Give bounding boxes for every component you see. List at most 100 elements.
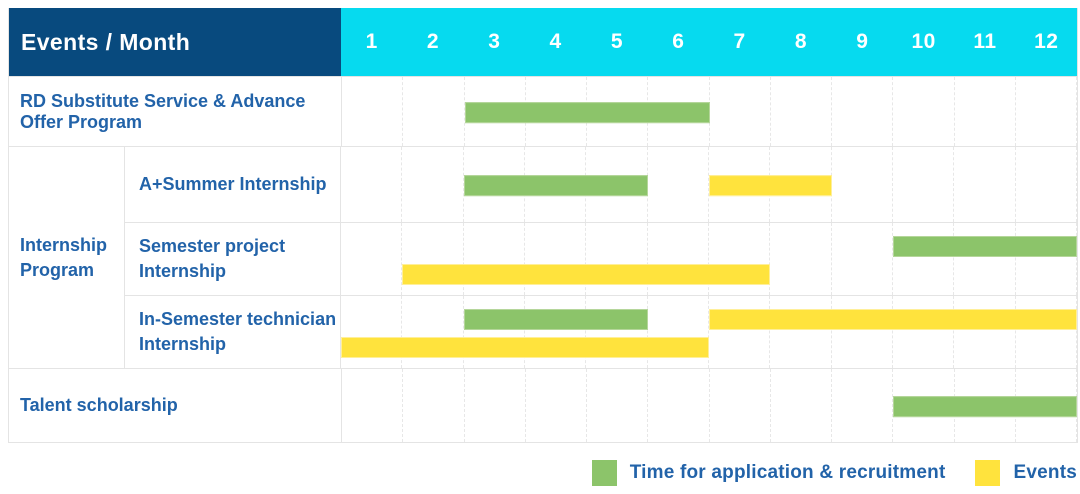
- month-grid-cell: [954, 223, 1016, 295]
- month-grid-cell: [710, 369, 771, 442]
- month-grid-cell: [465, 369, 526, 442]
- month-grid-cell: [954, 296, 1016, 368]
- month-grid-cell: [771, 77, 832, 146]
- gantt-bar-events: [341, 337, 709, 358]
- month-grid-cell: [586, 223, 648, 295]
- month-grid-cell: [832, 369, 894, 442]
- group-label: Internship Program: [9, 147, 125, 368]
- month-grid-cell: [832, 147, 893, 222]
- month-grid-cell: [403, 77, 465, 146]
- month-header-label: 8: [794, 30, 808, 53]
- row-label: Semester project Internship: [139, 236, 286, 281]
- month-header-row: 1 2 3 4 5 6 7 8 9 10 11 12: [341, 8, 1077, 76]
- month-grid-cell: [341, 296, 403, 368]
- legend-item: Time for application & recruitment: [591, 460, 946, 486]
- month-grid-cell: [341, 147, 403, 222]
- month-header-label: 3: [488, 30, 501, 53]
- legend-swatch-recruitment: [591, 460, 617, 486]
- row-label: In-Semester technician Internship: [139, 309, 337, 354]
- month-grid-cell: [525, 296, 587, 368]
- month-grid-cell: [586, 296, 648, 368]
- legend: Time for application & recruitment Events: [8, 460, 1078, 486]
- row-timeline: [340, 223, 1077, 295]
- month-grid-cell: [464, 296, 525, 368]
- month-grid-cell: [1016, 296, 1077, 368]
- month-grid-cell: [709, 296, 771, 368]
- month-grid-cell: [342, 77, 404, 146]
- month-grid-cell: [771, 369, 832, 442]
- month-grid-cell: [587, 369, 649, 442]
- month-grid-cell: [341, 223, 403, 295]
- month-grid-cell: [1016, 77, 1077, 146]
- month-grid-cell: [525, 223, 587, 295]
- row-timeline: [340, 147, 1077, 222]
- table-header-row: Events / Month 1 2 3 4 5 6 7 8 9 10 11 12: [9, 8, 1077, 76]
- gantt-row: Talent scholarship: [9, 368, 1077, 442]
- month-grid-cell: [770, 296, 832, 368]
- month-grid-cell: [648, 296, 709, 368]
- row-timeline: [341, 77, 1077, 146]
- month-grid-cell: [893, 223, 955, 295]
- month-header-label: 6: [672, 30, 685, 53]
- corner-header-events-month: Events / Month: [9, 8, 341, 76]
- row-timeline: [341, 369, 1077, 442]
- month-grid-cell: [832, 223, 893, 295]
- row-label: Talent scholarship: [20, 395, 178, 415]
- month-grid-cell: [893, 296, 955, 368]
- month-grid-cell: [1016, 147, 1077, 222]
- month-grid-cell: [954, 147, 1016, 222]
- month-grid-cell: [710, 77, 771, 146]
- month-grid-cell: [1016, 223, 1077, 295]
- month-grid-cell: [403, 369, 465, 442]
- gantt-row: Semester project Internship: [125, 222, 1077, 295]
- gantt-body: RD Substitute Service & Advance Offer Pr…: [9, 76, 1077, 442]
- month-grid-cell: [709, 223, 771, 295]
- month-grid-cell: [770, 223, 832, 295]
- gantt-row: In-Semester technician Internship: [125, 295, 1077, 368]
- events-table: Events / Month 1 2 3 4 5 6 7 8 9 10 11 12 RD Substi…: [8, 8, 1078, 443]
- month-grid-cell: [402, 296, 464, 368]
- gantt-bar-events: [709, 309, 1077, 330]
- month-grid-cell: [648, 369, 710, 442]
- row-label: RD Substitute Service & Advance Offer Pr…: [20, 90, 306, 132]
- month-header-label: 7: [733, 30, 746, 53]
- month-header-label: 9: [856, 30, 869, 53]
- gantt-row: RD Substitute Service & Advance Offer Pr…: [9, 76, 1077, 146]
- row-label: A+Summer Internship: [139, 174, 327, 194]
- row-timeline: [340, 296, 1077, 368]
- group-sub-rows: A+Summer Internship Semester project Inte…: [125, 147, 1077, 368]
- month-grid-cell: [402, 223, 464, 295]
- month-grid-cell: [402, 147, 464, 222]
- month-header-label: 5: [610, 30, 624, 53]
- month-grid-cell: [955, 77, 1016, 146]
- month-header-label: 11: [973, 30, 997, 53]
- gantt-bar-recruitment: [464, 101, 710, 123]
- month-header-label: 2: [426, 30, 440, 53]
- month-header-label: 4: [549, 30, 562, 53]
- gantt-bar-events: [709, 174, 832, 196]
- month-grid-cell: [832, 77, 894, 146]
- month-grid-cell: [832, 296, 893, 368]
- gantt-bar-events: [402, 264, 771, 285]
- legend-label: Events: [1013, 462, 1077, 483]
- month-header-label: 12: [1034, 30, 1059, 53]
- month-grid-cell: [893, 147, 955, 222]
- month-grid-cell: [526, 369, 587, 442]
- month-header-label: 10: [911, 30, 936, 53]
- legend-label: Time for application & recruitment: [629, 462, 946, 483]
- month-grid-cell: [464, 223, 525, 295]
- gantt-row: A+Summer Internship: [125, 147, 1077, 222]
- gantt-bar-recruitment: [893, 395, 1077, 417]
- month-grid-cell: [342, 369, 404, 442]
- gantt-group-row: Internship Program A+Summer Internship Sem…: [9, 146, 1077, 368]
- month-grid-cell: [648, 147, 709, 222]
- month-grid-cell: [648, 223, 709, 295]
- gantt-bar-recruitment: [463, 174, 648, 196]
- month-grid-cell: [893, 77, 955, 146]
- legend-item: Events: [975, 460, 1077, 486]
- gantt-bar-recruitment: [463, 309, 648, 330]
- gantt-bar-recruitment: [893, 236, 1077, 257]
- legend-swatch-events: [975, 460, 1001, 486]
- month-header-label: 1: [365, 30, 378, 53]
